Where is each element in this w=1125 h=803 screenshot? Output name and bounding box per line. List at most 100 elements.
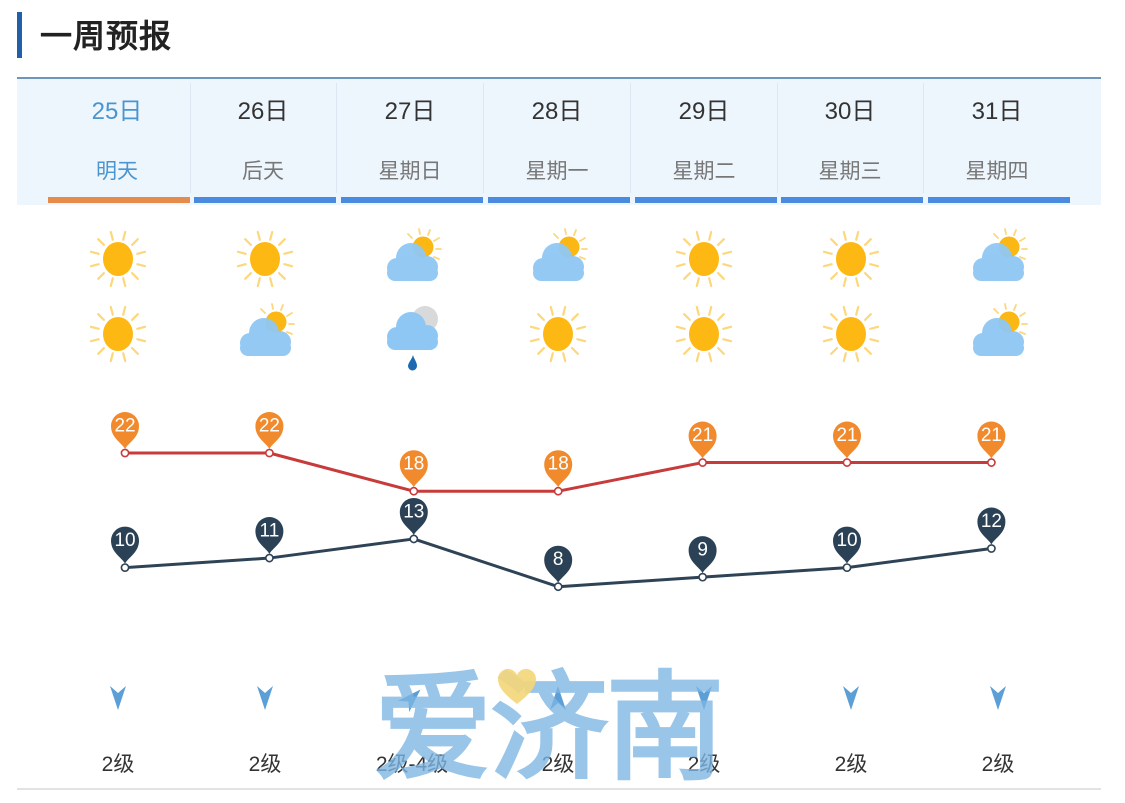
high-temp-line [125,451,992,493]
high-temp-pin: 21 [688,421,717,459]
wind-direction-icon [843,686,859,710]
page-title: 一周预报 [40,18,173,54]
svg-text:21: 21 [981,425,1002,446]
day-tab-26[interactable]: 26日 后天 [190,79,337,203]
day-date: 25日 [91,98,143,125]
low-temp-pin: 8 [544,545,573,583]
day-date: 27日 [384,98,436,125]
svg-text:8: 8 [553,549,564,570]
night-weather-icon [675,305,733,363]
tab-indicator [928,197,1070,203]
day-tabs-panel [17,77,1101,205]
day-tab-27[interactable]: 27日 星期日 [337,79,484,203]
wind-level: 2级 [541,753,575,776]
tab-divider [336,83,337,193]
day-weather-icon [89,230,147,288]
low-temp-pin: 10 [111,526,139,564]
day-date: 31日 [971,98,1023,125]
data-point [842,458,852,467]
heart-icon [498,669,536,704]
tab-divider [483,83,484,193]
high-temp-pin: 21 [833,421,861,459]
high-temp-pin: 21 [977,421,1006,459]
day-label: 星期三 [818,160,882,183]
wind-direction-icon [696,686,712,710]
svg-text:12: 12 [981,511,1002,532]
low-temp-line [124,537,992,589]
day-date: 29日 [678,98,730,125]
high-temp-pin: 22 [255,412,284,449]
tab-indicator [781,197,923,203]
tab-divider [190,83,191,193]
day-label: 星期日 [378,160,442,183]
data-point [264,553,274,563]
day-weather-icon [236,230,294,288]
data-point [698,572,707,582]
day-tab-30[interactable]: 30日 星期三 [777,79,924,203]
tab-indicator [341,197,483,203]
wind-direction-icon [257,686,273,710]
data-point [987,458,996,467]
day-weather-icon [675,230,733,288]
svg-text:21: 21 [692,425,713,446]
tab-divider [923,83,924,193]
day-weather-icon [972,228,1028,282]
data-point [553,486,563,496]
day-label: 星期四 [965,160,1029,183]
high-temp-pin: 18 [399,450,428,488]
night-weather-icon [529,305,587,363]
day-tab-25[interactable]: 25日 明天 [44,79,191,203]
svg-text:22: 22 [259,416,280,437]
data-point [553,582,563,592]
data-point [120,448,130,458]
wind-level: 2级 [834,753,868,776]
day-label: 星期二 [672,160,736,183]
tab-divider [777,83,778,193]
low-temp-pin: 10 [833,526,861,564]
data-point [264,448,274,458]
wind-direction-icon [110,686,126,710]
svg-text:10: 10 [836,530,857,551]
day-date: 30日 [824,98,876,125]
day-date: 28日 [531,98,583,125]
data-point [409,486,419,496]
svg-text:22: 22 [114,416,135,437]
svg-text:9: 9 [697,540,708,561]
low-temp-pin: 11 [255,517,284,555]
data-point [842,563,852,572]
data-point [698,458,707,467]
night-weather-icon [387,306,438,371]
low-temp-pin: 13 [399,497,428,535]
high-temp-pin: 22 [111,412,139,449]
day-weather-icon [532,228,588,282]
data-point [120,563,130,572]
day-label: 明天 [96,160,138,183]
svg-text:18: 18 [403,454,424,475]
wind-level: 2级 [101,753,135,776]
night-weather-icon [972,303,1028,357]
wind-level: 2级 [248,753,282,776]
day-label: 后天 [242,160,284,183]
low-temp-pin: 9 [688,536,717,574]
day-tab-31[interactable]: 31日 星期四 [924,79,1070,203]
svg-text:10: 10 [114,530,135,551]
tab-indicator [48,197,190,203]
wind-direction-icon [397,683,427,713]
night-weather-icon [89,305,147,363]
high-temp-pin: 18 [544,450,573,488]
tab-indicator [488,197,630,203]
low-temp-pin: 12 [977,507,1006,545]
day-tab-29[interactable]: 29日 星期二 [631,79,778,203]
night-weather-icon [822,305,880,363]
tab-indicator [194,197,336,203]
day-tab-28[interactable]: 28日 星期一 [484,79,631,203]
day-date: 26日 [237,98,289,125]
night-weather-icon [239,303,295,357]
wind-direction-icon [550,686,566,710]
svg-text:21: 21 [836,425,857,446]
tab-divider [630,83,631,193]
svg-text:18: 18 [548,454,569,475]
bottom-divider [17,788,1101,790]
day-label: 星期一 [525,160,589,183]
svg-text:13: 13 [403,501,424,522]
